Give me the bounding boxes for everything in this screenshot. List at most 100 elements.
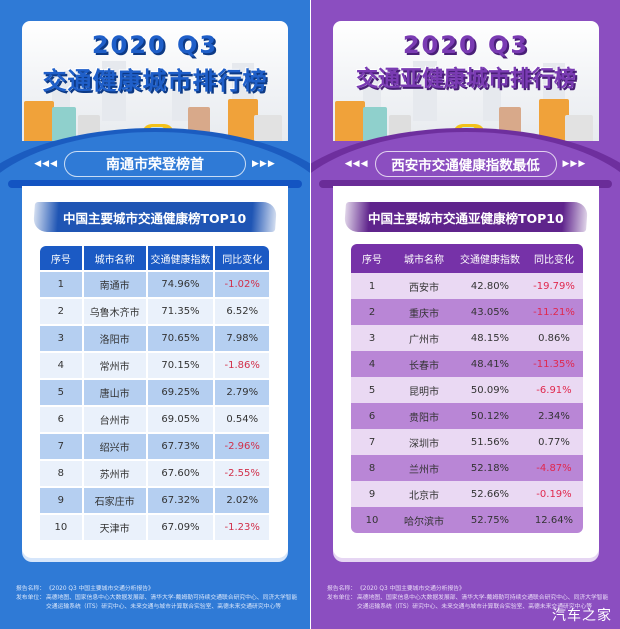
- publisher: 高德地图、国家信息中心大数据发展部、清华大学-戴姆勒可持续交通联合研究中心、同济…: [357, 595, 609, 610]
- city-cell: 重庆市: [393, 299, 455, 325]
- rank-cell: 1: [351, 273, 393, 299]
- table-row: 3 洛阳市 70.65% 7.98%: [40, 326, 269, 351]
- index-cell: 51.56%: [455, 429, 525, 455]
- table-row: 6 贵阳市 50.12% 2.34%: [351, 403, 583, 429]
- header-illustration: 2020 Q3 交通亚健康城市排行榜: [333, 21, 599, 141]
- city-cell: 洛阳市: [83, 326, 146, 351]
- arrow-right-icon: ▶▶▶: [562, 159, 587, 169]
- city-cell: 深圳市: [393, 429, 455, 455]
- page-title: 交通健康城市排行榜: [42, 67, 268, 95]
- footer-source: 报告名称： 《2020 Q3 中国主要城市交通分析报告》 发布单位： 高德地图、国家…: [16, 585, 302, 612]
- rank-cell: 9: [40, 488, 82, 513]
- city-cell: 乌鲁木齐市: [83, 299, 146, 324]
- city-cell: 长春市: [393, 351, 455, 377]
- index-cell: 67.60%: [147, 461, 214, 486]
- table-header-row: 序号 城市名称 交通健康指数 同比变化: [351, 244, 583, 273]
- rank-cell: 4: [40, 353, 82, 378]
- rank-cell: 6: [351, 403, 393, 429]
- rank-cell: 2: [351, 299, 393, 325]
- index-cell: 50.09%: [455, 377, 525, 403]
- column-header-index: 交通健康指数: [455, 244, 525, 273]
- arrow-left-icon: ◀◀◀: [34, 159, 58, 169]
- rank-cell: 8: [40, 461, 82, 486]
- footer-source: 报告名称： 《2020 Q3 中国主要城市交通分析报告》 发布单位： 高德地图、国家…: [327, 585, 612, 612]
- table-row: 10 哈尔滨市 52.75% 12.64%: [351, 507, 583, 533]
- table-title-banner: 中国主要城市交通亚健康榜TOP10: [343, 202, 589, 232]
- rank-cell: 9: [351, 481, 393, 507]
- city-cell: 北京市: [393, 481, 455, 507]
- rank-cell: 3: [40, 326, 82, 351]
- change-cell: -19.79%: [525, 273, 583, 299]
- rank-cell: 7: [40, 434, 82, 459]
- table-row: 9 石家庄市 67.32% 2.02%: [40, 488, 269, 513]
- title-year-quarter: 2020 Q3: [402, 31, 530, 59]
- change-cell: -2.96%: [215, 434, 269, 459]
- column-header-city: 城市名称: [83, 246, 146, 270]
- city-cell: 兰州市: [393, 455, 455, 481]
- table-row: 7 深圳市 51.56% 0.77%: [351, 429, 583, 455]
- table-title-banner: 中国主要城市交通健康榜TOP10: [32, 202, 278, 232]
- index-cell: 69.25%: [147, 380, 214, 405]
- subhealthy-ranking-panel: 2020 Q3 交通亚健康城市排行榜 ◀◀◀ 西安市交通健康指数最低 ▶▶▶ 中…: [310, 0, 620, 629]
- report-name: 《2020 Q3 中国主要城市交通分析报告》: [357, 586, 465, 592]
- city-cell: 台州市: [83, 407, 146, 432]
- index-cell: 67.32%: [147, 488, 214, 513]
- table-row: 3 广州市 48.15% 0.86%: [351, 325, 583, 351]
- index-cell: 70.65%: [147, 326, 214, 351]
- table-title: 中国主要城市交通亚健康榜TOP10: [368, 210, 564, 226]
- building-orange: [539, 99, 569, 141]
- index-cell: 42.80%: [455, 273, 525, 299]
- table-row: 7 绍兴市 67.73% -2.96%: [40, 434, 269, 459]
- table-row: 9 北京市 52.66% -0.19%: [351, 481, 583, 507]
- healthy-ranking-panel: 2020 Q3 交通健康城市排行榜 ◀◀◀ 南通市荣登榜首 ▶▶▶ 中国主要城市…: [0, 0, 310, 629]
- city-cell: 哈尔滨市: [393, 507, 455, 533]
- publisher: 高德地图、国家信息中心大数据发展部、清华大学-戴姆勒可持续交通联合研究中心、同济…: [46, 595, 298, 610]
- change-cell: -4.87%: [525, 455, 583, 481]
- background-building: [172, 77, 190, 121]
- change-cell: 7.98%: [215, 326, 269, 351]
- index-cell: 48.41%: [455, 351, 525, 377]
- index-cell: 67.09%: [147, 515, 214, 540]
- table-row: 5 昆明市 50.09% -6.91%: [351, 377, 583, 403]
- rank-cell: 10: [40, 515, 82, 540]
- index-cell: 69.05%: [147, 407, 214, 432]
- rank-cell: 2: [40, 299, 82, 324]
- change-cell: 12.64%: [525, 507, 583, 533]
- rank-cell: 1: [40, 272, 82, 297]
- change-cell: -11.35%: [525, 351, 583, 377]
- table-row: 2 重庆市 43.05% -11.21%: [351, 299, 583, 325]
- change-cell: -1.86%: [215, 353, 269, 378]
- rank-cell: 3: [351, 325, 393, 351]
- index-cell: 74.96%: [147, 272, 214, 297]
- watermark: 汽车之家: [552, 608, 612, 624]
- column-header-change: 同比变化: [525, 244, 583, 273]
- building-orange: [335, 101, 365, 141]
- report-label: 报告名称：: [327, 586, 356, 592]
- report-name: 《2020 Q3 中国主要城市交通分析报告》: [46, 586, 154, 592]
- change-cell: -1.02%: [215, 272, 269, 297]
- table-row: 8 苏州市 67.60% -2.55%: [40, 461, 269, 486]
- table-row: 1 西安市 42.80% -19.79%: [351, 273, 583, 299]
- background-building: [483, 77, 501, 121]
- change-cell: -6.91%: [525, 377, 583, 403]
- city-cell: 西安市: [393, 273, 455, 299]
- column-header-rank: 序号: [351, 244, 393, 273]
- table-header-row: 序号 城市名称 交通健康指数 同比变化: [40, 246, 269, 270]
- column-header-change: 同比变化: [215, 246, 269, 270]
- rank-cell: 5: [351, 377, 393, 403]
- table-row: 8 兰州市 52.18% -4.87%: [351, 455, 583, 481]
- building-gray: [254, 115, 282, 141]
- index-cell: 43.05%: [455, 299, 525, 325]
- building-teal: [363, 107, 387, 141]
- arrow-left-icon: ◀◀◀: [344, 159, 369, 169]
- building-gray: [565, 115, 593, 141]
- column-header-city: 城市名称: [393, 244, 455, 273]
- ranking-table: 序号 城市名称 交通健康指数 同比变化 1 南通市 74.96% -1.02% 2 乌鲁木…: [38, 244, 271, 542]
- ranking-card: 中国主要城市交通健康榜TOP10 序号 城市名称 交通健康指数 同比变化 1 南通…: [22, 186, 288, 558]
- change-cell: -0.19%: [525, 481, 583, 507]
- change-cell: 2.79%: [215, 380, 269, 405]
- divider-bar: [8, 180, 302, 188]
- background-building: [102, 61, 126, 121]
- rank-cell: 4: [351, 351, 393, 377]
